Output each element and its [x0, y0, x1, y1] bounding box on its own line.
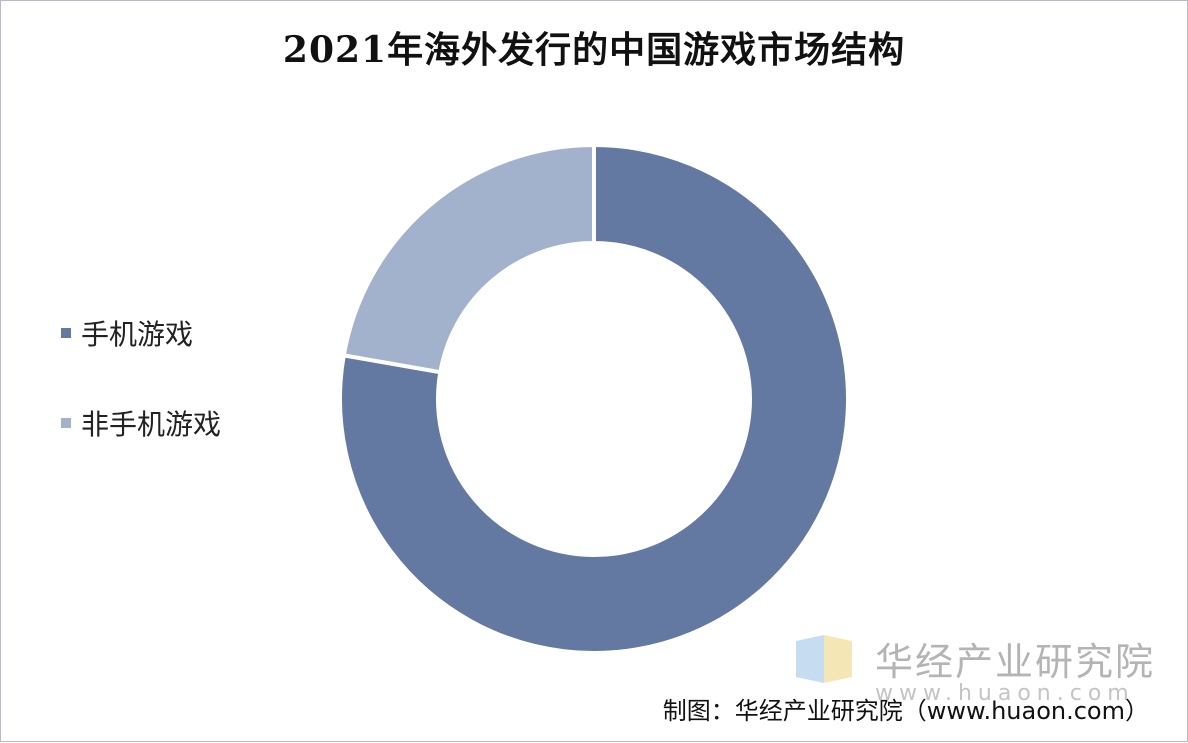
watermark-name: 华经产业研究院 [875, 640, 1156, 684]
legend-item-non-mobile: 非手机游戏 [61, 401, 221, 445]
donut-slices [338, 142, 850, 655]
donut-slice-non-mobile [341, 142, 596, 375]
legend-label-non-mobile: 非手机游戏 [81, 408, 222, 441]
legend-swatch-non-mobile [61, 418, 71, 428]
legend-label-mobile: 手机游戏 [81, 318, 194, 351]
legend-item-mobile: 手机游戏 [61, 311, 221, 355]
watermark-url: www.huaon.com [875, 681, 1135, 706]
legend-swatch-mobile [61, 328, 71, 338]
watermark-logo-icon [796, 635, 852, 683]
donut-slice-mobile [338, 142, 850, 655]
chart-title: 2021年海外发行的中国游戏市场结构 [282, 29, 906, 71]
source-note: 制图：华经产业研究院（www.huaon.com） [662, 697, 1149, 725]
legend: 手机游戏 非手机游戏 [61, 311, 221, 491]
